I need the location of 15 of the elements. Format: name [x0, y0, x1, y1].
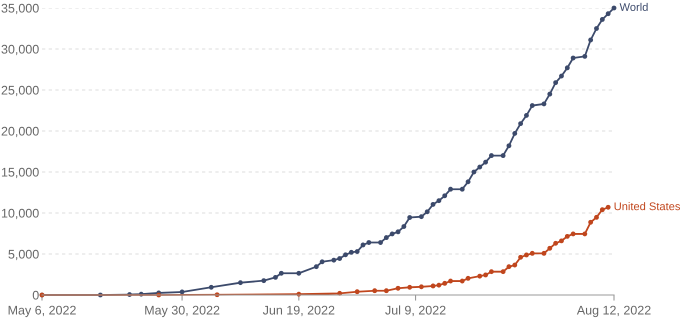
y-tick-label: 20,000	[2, 126, 39, 138]
y-tick-label: 10,000	[2, 208, 39, 220]
y-tick-label: 0	[32, 290, 39, 300]
x-tick-label: May 30, 2022	[145, 306, 220, 318]
x-tick-label: May 6, 2022	[8, 306, 76, 318]
y-tick-label: 15,000	[2, 168, 39, 178]
y-tick-label: 35,000	[1, 4, 39, 14]
x-tick-label: Aug 12, 2022	[576, 306, 651, 318]
y-tick-label: 30,000	[1, 44, 39, 56]
y-tick-label: 25,000	[2, 86, 39, 96]
series-label: World	[620, 2, 648, 11]
series-label: United States	[614, 202, 680, 210]
y-tick-label: 5,000	[8, 250, 39, 260]
x-tick-label: Jun 19, 2022	[262, 306, 334, 316]
x-tick-label: Jul 9, 2022	[385, 305, 446, 316]
